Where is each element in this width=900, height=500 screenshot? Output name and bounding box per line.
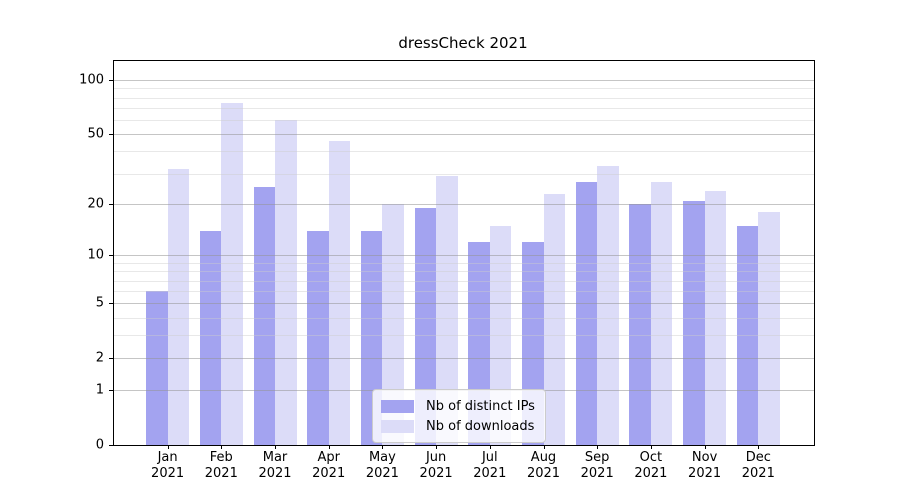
xtick-label-mar: Mar 2021 [258,450,292,481]
xtick-label-aug: Aug 2021 [526,450,561,481]
bar-jun-downloads [436,176,458,445]
xtick-label-jan: Jan 2021 [151,450,185,481]
gridline-y-70 [114,108,814,110]
ytick-label-20: 20 [87,196,104,212]
bar-aug-downloads [543,193,565,445]
xtick-mark-nov [704,445,706,449]
bar-jan-downloads [167,168,190,445]
bar-jan-distinct-ips [146,291,168,445]
gridline-y-10 [114,255,814,257]
ytick-label-0: 0 [95,437,104,453]
ytick-mark-1 [109,390,113,392]
xtick-mark-jul [489,445,491,449]
xtick-label-may: May 2021 [365,450,399,481]
gridline-y-6 [114,291,814,293]
legend: Nb of distinct IPs Nb of downloads [372,389,546,443]
bar-feb-downloads [221,102,243,445]
legend-label-downloads: Nb of downloads [426,418,535,434]
bar-oct-downloads [650,181,673,445]
bar-oct-distinct-ips [629,204,651,445]
xtick-mark-jan [167,445,169,449]
xtick-label-feb: Feb 2021 [204,450,238,481]
bar-dec-downloads [758,212,780,445]
xtick-mark-sep [597,445,599,449]
bar-apr-distinct-ips [307,230,329,445]
legend-item-downloads: Nb of downloads [381,416,535,436]
bar-sep-downloads [597,166,619,445]
bar-sep-distinct-ips [575,181,598,445]
chart-title: dressCheck 2021 [398,34,528,52]
ytick-mark-2 [109,358,113,360]
ytick-label-50: 50 [87,126,104,142]
xtick-mark-aug [543,445,545,449]
gridline-y-20 [114,204,814,206]
xtick-label-oct: Oct 2021 [634,450,668,481]
ytick-label-2: 2 [95,350,104,366]
ytick-mark-20 [109,204,113,206]
xtick-mark-jun [436,445,438,449]
bar-mar-distinct-ips [253,187,275,445]
gridline-y-30 [114,173,814,175]
bar-may-downloads [382,204,404,445]
xtick-label-apr: Apr 2021 [312,450,346,481]
xtick-mark-dec [758,445,760,449]
gridline-y-50 [114,134,814,136]
bar-feb-distinct-ips [199,230,222,445]
bar-nov-distinct-ips [683,200,705,445]
ytick-label-10: 10 [87,247,104,263]
ytick-mark-5 [109,303,113,305]
gridline-y-80 [114,97,814,99]
gridline-y-4 [114,317,814,319]
legend-item-distinct-ips: Nb of distinct IPs [381,396,535,416]
ytick-mark-100 [109,80,113,82]
bar-jun-distinct-ips [414,208,437,445]
gridline-y-100 [114,80,814,82]
ytick-label-100: 100 [79,72,104,88]
gridline-y-5 [114,303,814,305]
xtick-label-jul: Jul 2021 [473,450,507,481]
legend-swatch-distinct-ips [381,399,414,413]
legend-label-distinct-ips: Nb of distinct IPs [426,398,535,414]
xtick-label-jun: Jun 2021 [419,450,453,481]
xtick-mark-apr [328,445,330,449]
gridline-y-3 [114,335,814,337]
gridline-y-2 [114,358,814,360]
xtick-label-sep: Sep 2021 [580,450,614,481]
bar-apr-downloads [328,140,351,445]
ytick-label-5: 5 [95,295,104,311]
gridline-y-7 [114,280,814,282]
legend-swatch-downloads [381,419,414,433]
ytick-mark-0 [109,445,113,446]
ytick-mark-10 [109,255,113,257]
xtick-mark-oct [650,445,652,449]
gridline-y-40 [114,151,814,153]
bar-nov-downloads [704,190,727,445]
xtick-mark-may [382,445,384,449]
xtick-mark-feb [221,445,223,449]
xtick-mark-mar [275,445,276,449]
bar-mar-downloads [275,120,297,445]
gridline-y-60 [114,120,814,122]
xtick-label-nov: Nov 2021 [688,450,722,481]
gridline-y-8 [114,271,814,273]
ytick-mark-50 [109,134,113,136]
xtick-label-dec: Dec 2021 [741,450,775,481]
gridline-y-9 [114,263,814,264]
ytick-label-1: 1 [95,382,104,398]
gridline-y-90 [114,88,814,90]
